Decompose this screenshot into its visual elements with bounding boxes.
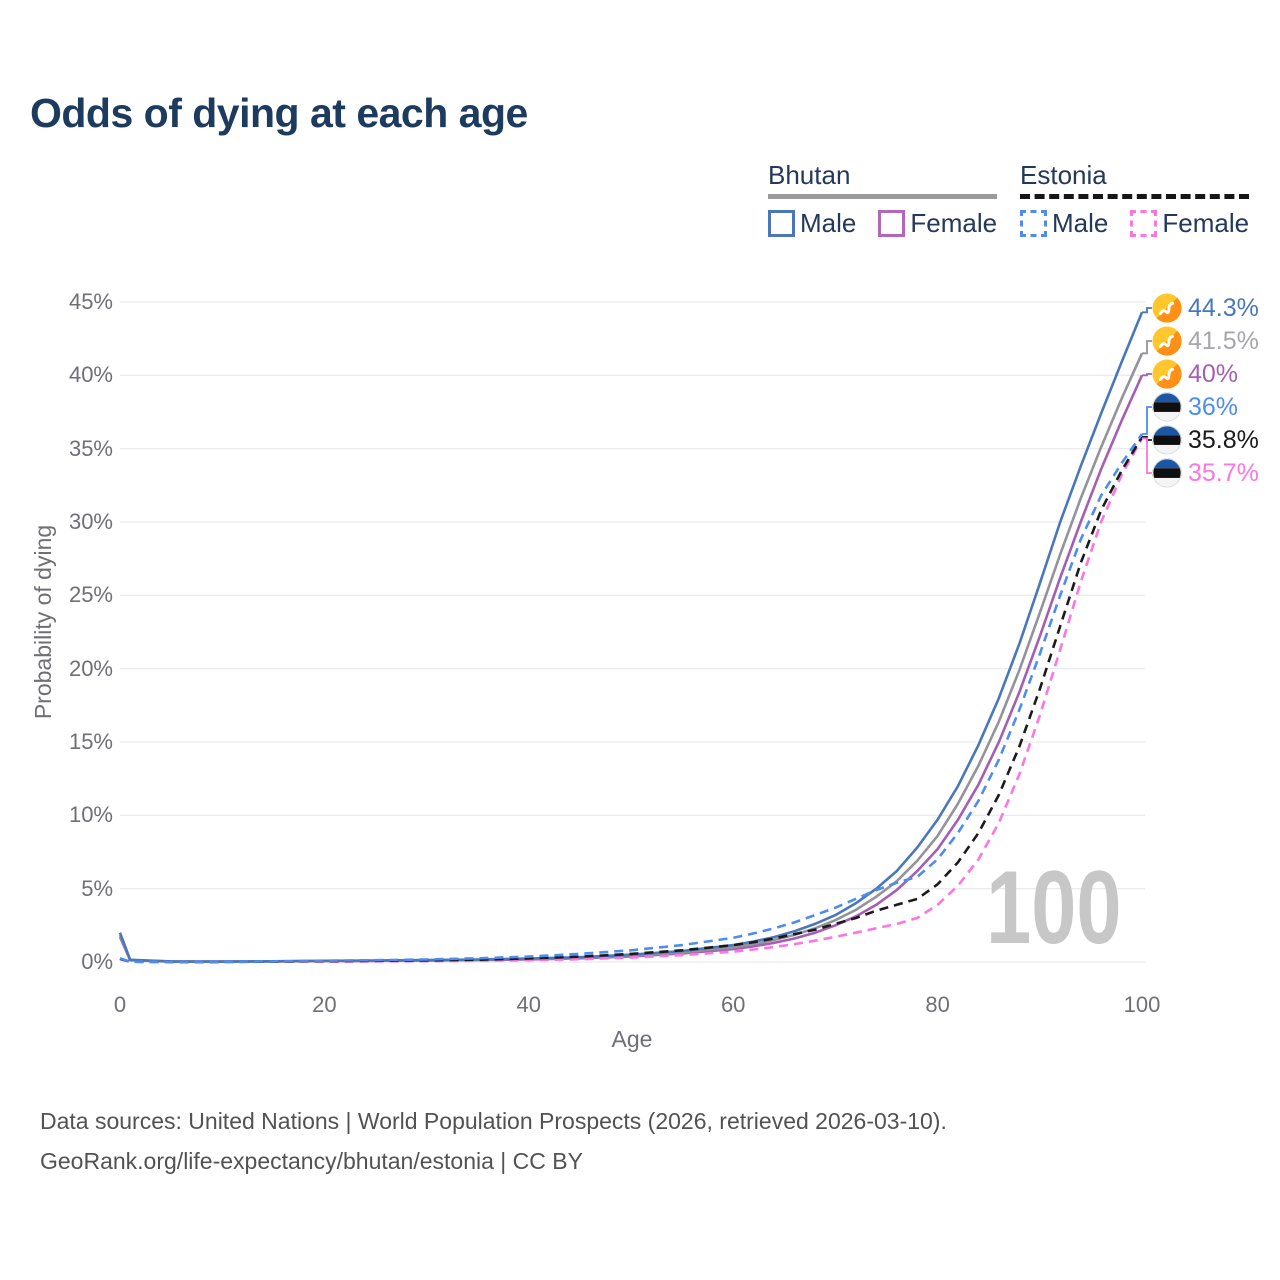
y-tick-label-0: 0%	[81, 949, 113, 974]
end-label-connector	[1142, 406, 1152, 435]
y-tick-label-25: 25%	[68, 582, 113, 608]
y-tick-label-5: 5%	[81, 875, 113, 901]
end-label-row-estonia-female: 35.7%	[1152, 458, 1259, 488]
x-tick-label-0: 0	[113, 992, 127, 1017]
y-tick-label-20: 20%	[68, 655, 113, 681]
end-label-row-estonia-male: 36%	[1152, 392, 1238, 422]
end-label-row-estonia-total: 35.8%	[1152, 425, 1259, 455]
y-axis-title: Probability of dying	[30, 524, 56, 720]
legend-label: Male	[1052, 208, 1109, 238]
x-tick-label-80: 80	[925, 992, 950, 1017]
end-label-row-bhutan-female: 40%	[1152, 359, 1238, 389]
end-label-value-bhutan-total: 41.5%	[1188, 326, 1259, 355]
legend-group-title-estonia: Estonia	[1020, 160, 1107, 190]
y-tick-label-45: 45%	[68, 289, 113, 314]
series-line-estonia-male	[119, 433, 1144, 964]
legend-label: Female	[1162, 208, 1250, 238]
legend-item-bhutan-male[interactable]: Male	[768, 208, 856, 239]
x-tick-label-100: 100	[1123, 992, 1161, 1017]
end-label-row-bhutan-total: 41.5%	[1152, 326, 1259, 356]
bhutan-flag-icon	[1152, 293, 1182, 323]
footer-source-line: Data sources: United Nations | World Pop…	[40, 1108, 947, 1134]
end-label-row-bhutan-male: 44.3%	[1152, 293, 1259, 323]
legend-item-bhutan-female[interactable]: Female	[878, 208, 997, 239]
bhutan-flag-icon	[1152, 359, 1182, 389]
x-axis-title: Age	[611, 1026, 653, 1052]
age-counter-watermark: 100	[986, 850, 1122, 966]
chart-title: Odds of dying at each age	[30, 90, 528, 136]
legend-item-estonia-male[interactable]: Male	[1020, 208, 1108, 239]
y-tick-label-30: 30%	[68, 509, 113, 534]
y-tick-label-35: 35%	[68, 435, 113, 461]
end-label-value-estonia-female: 35.7%	[1188, 458, 1259, 487]
legend-swatch[interactable]	[1020, 210, 1047, 237]
estonia-flag-icon	[1152, 425, 1182, 455]
y-tick-label-40: 40%	[68, 362, 113, 388]
footer-url-line: GeoRank.org/life-expectancy/bhutan/eston…	[40, 1148, 583, 1174]
legend-label: Female	[910, 208, 998, 238]
legend-group-estonia: Estonia Male Female	[1020, 160, 1250, 239]
end-label-connector	[1142, 437, 1152, 474]
legend-item-estonia-female[interactable]: Female	[1130, 208, 1249, 239]
end-label-value-estonia-male: 36%	[1188, 392, 1239, 421]
end-label-value-bhutan-male: 44.3%	[1188, 293, 1259, 322]
estonia-flag-icon	[1152, 392, 1182, 422]
legend-swatch[interactable]	[1130, 210, 1158, 237]
bhutan-flag-icon	[1152, 326, 1182, 356]
estonia-flag-icon	[1152, 458, 1182, 488]
end-label-value-bhutan-female: 40%	[1188, 359, 1239, 388]
legend-swatch[interactable]	[768, 210, 795, 237]
legend-dashed-line-key	[1020, 194, 1250, 199]
y-tick-label-10: 10%	[68, 802, 113, 828]
y-tick-label-15: 15%	[68, 729, 113, 754]
legend-label: Male	[800, 208, 857, 238]
x-tick-label-20: 20	[312, 992, 337, 1017]
x-tick-label-40: 40	[516, 992, 542, 1017]
legend-swatch[interactable]	[878, 210, 906, 237]
end-label-connector	[1142, 373, 1152, 377]
legend-group-title-bhutan: Bhutan	[768, 160, 851, 190]
end-label-value-estonia-total: 35.8%	[1188, 425, 1259, 454]
legend-group-bhutan: Bhutan Male Female	[768, 160, 998, 239]
x-tick-label-60: 60	[720, 992, 746, 1017]
legend-solid-line-key	[768, 194, 998, 199]
end-label-connector	[1142, 307, 1152, 314]
end-label-connector	[1142, 340, 1152, 355]
